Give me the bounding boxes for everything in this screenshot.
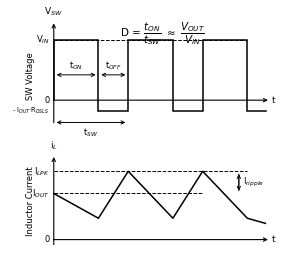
- Text: 0: 0: [44, 96, 50, 105]
- Text: I$_{LPK}$: I$_{LPK}$: [34, 165, 50, 178]
- Text: I$_{ripple}$: I$_{ripple}$: [243, 176, 264, 189]
- Text: t$_{SW}$: t$_{SW}$: [84, 127, 99, 139]
- Text: I$_{OUT}$: I$_{OUT}$: [32, 187, 50, 200]
- Text: V$_{IN}$: V$_{IN}$: [36, 34, 50, 46]
- Text: t$_{ON}$: t$_{ON}$: [69, 60, 83, 72]
- Text: t$_{OFF}$: t$_{OFF}$: [105, 60, 122, 72]
- Text: t: t: [272, 96, 275, 105]
- Text: - I$_{OUT}$$\cdot$R$_{DSLS}$: - I$_{OUT}$$\cdot$R$_{DSLS}$: [12, 106, 50, 116]
- Text: 0: 0: [44, 235, 50, 244]
- Text: V$_{SW}$: V$_{SW}$: [44, 5, 63, 18]
- Text: t: t: [272, 235, 275, 244]
- Text: D = $\dfrac{t_{ON}}{t_{SW}}$ $\approx$ $\dfrac{V_{OUT}}{V_{IN}}$: D = $\dfrac{t_{ON}}{t_{SW}}$ $\approx$ $…: [120, 21, 205, 47]
- Text: Inductor Current: Inductor Current: [26, 166, 35, 236]
- Text: SW Voltage: SW Voltage: [26, 52, 35, 100]
- Text: i$_L$: i$_L$: [50, 139, 58, 151]
